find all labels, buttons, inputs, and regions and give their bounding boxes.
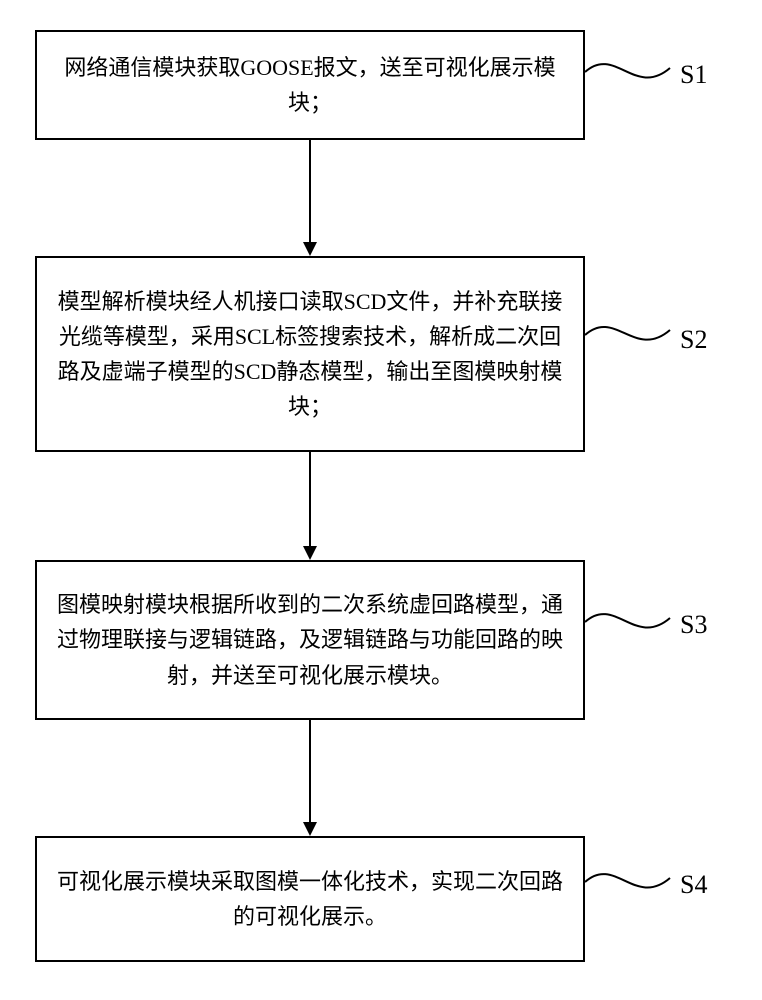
step-box-s2: 模型解析模块经人机接口读取SCD文件，并补充联接光缆等模型，采用SCL标签搜索技… (35, 256, 585, 452)
connector-s1-s2 (309, 140, 311, 242)
arrow-s1-s2 (303, 242, 317, 256)
step-box-s3: 图模映射模块根据所收到的二次系统虚回路模型，通过物理联接与逻辑链路，及逻辑链路与… (35, 560, 585, 720)
step-label-s1: S1 (680, 60, 707, 90)
step-label-s2: S2 (680, 325, 707, 355)
arrow-s2-s3 (303, 546, 317, 560)
step-text-s3: 图模映射模块根据所收到的二次系统虚回路模型，通过物理联接与逻辑链路，及逻辑链路与… (57, 587, 563, 693)
step-box-s4: 可视化展示模块采取图模一体化技术，实现二次回路的可视化展示。 (35, 836, 585, 962)
connector-s3-s4 (309, 720, 311, 822)
step-box-s1: 网络通信模块获取GOOSE报文，送至可视化展示模块； (35, 30, 585, 140)
step-text-s2: 模型解析模块经人机接口读取SCD文件，并补充联接光缆等模型，采用SCL标签搜索技… (57, 284, 563, 425)
step-label-s4: S4 (680, 870, 707, 900)
connector-s2-s3 (309, 452, 311, 546)
step-label-s3: S3 (680, 610, 707, 640)
step-text-s4: 可视化展示模块采取图模一体化技术，实现二次回路的可视化展示。 (57, 864, 563, 934)
arrow-s3-s4 (303, 822, 317, 836)
step-text-s1: 网络通信模块获取GOOSE报文，送至可视化展示模块； (57, 50, 563, 120)
